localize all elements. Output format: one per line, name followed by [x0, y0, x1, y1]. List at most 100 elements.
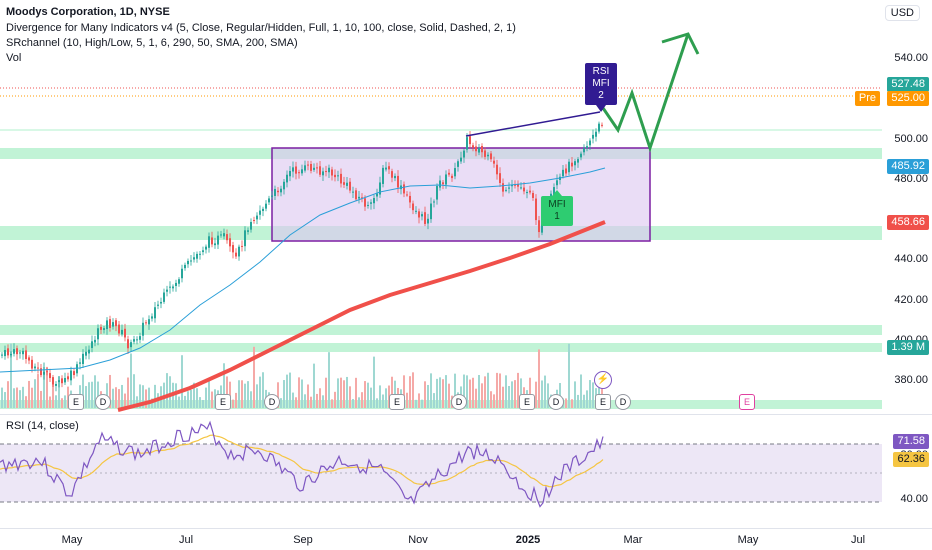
volume-bar	[442, 379, 444, 408]
earnings-marker[interactable]: E	[595, 394, 611, 410]
earnings-marker[interactable]: E	[68, 394, 84, 410]
candles	[1, 121, 603, 392]
volume-bar	[352, 399, 354, 408]
candle-body	[466, 137, 468, 150]
candle-body	[382, 167, 384, 184]
currency-selector[interactable]: USD	[882, 0, 932, 24]
volume-bar	[118, 389, 120, 408]
earnings-marker[interactable]: E	[389, 394, 405, 410]
legend-indicator-divergence[interactable]: Divergence for Many Indicators v4 (5, Cl…	[6, 22, 516, 34]
volume-bar	[121, 384, 123, 408]
volume-bar	[13, 388, 15, 408]
candle-body	[79, 362, 81, 364]
dividend-marker[interactable]: D	[95, 394, 111, 410]
candle-body	[253, 219, 255, 221]
volume-bar	[412, 372, 414, 408]
candle-body	[13, 349, 15, 354]
volume-bar	[463, 374, 465, 408]
currency-label: USD	[884, 5, 920, 21]
candle-body	[67, 376, 69, 380]
volume-bar	[427, 384, 429, 408]
candle-body	[310, 164, 312, 171]
candle-body	[142, 322, 144, 336]
candle-body	[457, 161, 459, 167]
sma-50-line	[0, 167, 606, 373]
volume-bar	[439, 377, 441, 408]
sma200-price-tag: 458.66	[887, 215, 929, 230]
candle-body	[376, 193, 378, 197]
volume-bar	[205, 387, 207, 408]
candle-body	[595, 131, 597, 137]
candle-body	[568, 161, 570, 173]
legend-title[interactable]: Moodys Corporation, 1D, NYSE	[6, 6, 170, 18]
candle-body	[331, 169, 333, 176]
volume-bar	[505, 375, 507, 408]
dividend-marker[interactable]: D	[615, 394, 631, 410]
volume-bar	[136, 396, 138, 408]
volume-bar	[445, 375, 447, 408]
volume-bar	[112, 388, 114, 408]
dividend-marker[interactable]: D	[451, 394, 467, 410]
volume-bar	[10, 343, 12, 408]
volume-bar	[253, 346, 255, 408]
candle-body	[214, 243, 216, 246]
candle-body	[361, 197, 363, 199]
volume-bar	[31, 387, 33, 408]
candle-body	[28, 357, 30, 361]
volume-bar	[391, 376, 393, 408]
panel-divider[interactable]	[0, 414, 932, 415]
legend-indicator-srchannel[interactable]: SRchannel (10, High/Low, 5, 1, 6, 290, 5…	[6, 37, 298, 49]
candle-body	[577, 159, 579, 163]
dividend-marker[interactable]: D	[264, 394, 280, 410]
dividend-marker[interactable]: D	[548, 394, 564, 410]
volume-bar	[22, 386, 24, 408]
candle-body	[61, 378, 63, 384]
volume-bar	[472, 377, 474, 408]
price-chart[interactable]	[0, 0, 882, 530]
candle-body	[91, 341, 93, 348]
volume-bar	[133, 374, 135, 408]
legend-indicator-vol[interactable]: Vol	[6, 52, 22, 64]
candle-body	[556, 180, 558, 186]
candle-body	[226, 234, 228, 241]
candle-body	[343, 182, 345, 185]
volume-bar	[490, 391, 492, 408]
volume-bar	[250, 391, 252, 408]
volume-bar	[577, 394, 579, 408]
candle-body	[130, 342, 132, 348]
volume-bar	[469, 379, 471, 408]
volume-bar	[355, 377, 357, 408]
earnings-marker[interactable]: E	[519, 394, 535, 410]
candle-body	[265, 203, 267, 209]
candle-body	[505, 189, 507, 191]
rsi-chart[interactable]	[0, 415, 882, 520]
candle-body	[313, 167, 315, 170]
volume-bar	[202, 399, 204, 408]
volume-bar	[241, 380, 243, 408]
volume-bar	[298, 377, 300, 408]
candle-body	[397, 175, 399, 188]
candle-body	[160, 301, 162, 304]
volume-bar	[187, 391, 189, 408]
volume-bar	[589, 380, 591, 408]
candle-body	[502, 183, 504, 192]
earnings-marker[interactable]: E	[215, 394, 231, 410]
upcoming-earnings-marker[interactable]: E	[739, 394, 755, 410]
volume-bar	[166, 373, 168, 408]
volume-bar	[547, 383, 549, 408]
volume-bar	[313, 363, 315, 408]
rsi-annot-text-2: MFI	[592, 78, 610, 89]
volume-bar	[91, 381, 93, 408]
volume-bar	[436, 378, 438, 408]
rsi-title[interactable]: RSI (14, close)	[6, 420, 79, 432]
volume-bar	[94, 375, 96, 408]
candle-body	[496, 164, 498, 175]
volume-bar	[181, 355, 183, 408]
volume-bar	[364, 381, 366, 408]
pre-market-label: Pre	[854, 91, 880, 106]
candle-body	[205, 246, 207, 250]
volume-bar	[448, 383, 450, 408]
lightning-icon[interactable]: ⚡	[594, 371, 612, 389]
volume-bar	[484, 376, 486, 408]
last-price-tag: 527.48	[887, 77, 929, 92]
